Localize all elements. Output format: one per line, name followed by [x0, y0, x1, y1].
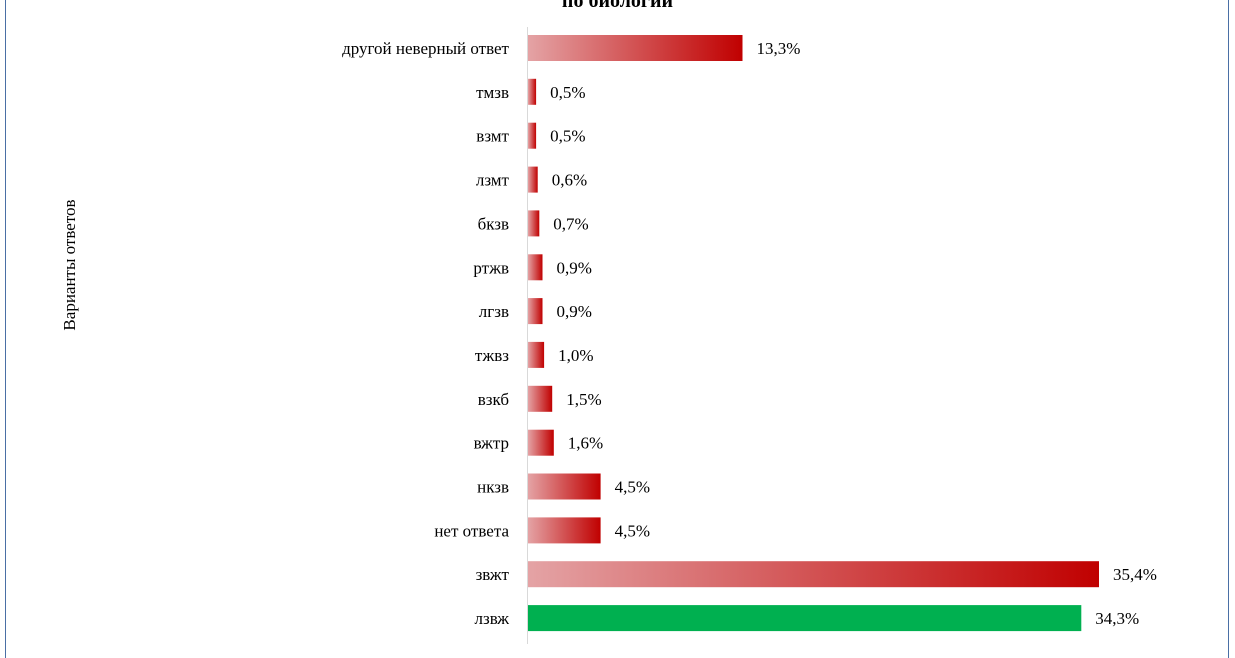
category-label: другой неверный ответ — [342, 39, 509, 58]
data-label: 34,3% — [1095, 609, 1139, 628]
data-label: 0,9% — [557, 302, 592, 321]
category-label: лзмт — [476, 171, 510, 190]
data-label: 4,5% — [615, 478, 650, 497]
bar-1 — [528, 78, 537, 105]
data-label: 13,3% — [757, 39, 801, 58]
bar-13 — [528, 605, 1082, 632]
bar-4 — [528, 210, 540, 237]
data-label: 0,6% — [552, 171, 587, 190]
chart-frame — [5, 0, 1229, 658]
bar-2 — [528, 122, 537, 149]
category-label: лзвж — [475, 609, 510, 628]
category-label: звжт — [476, 565, 510, 584]
bar-5 — [528, 254, 543, 281]
bar-chart: другой неверный ответ 13,3% тмзв 0,5% взмт 0,… — [342, 27, 1157, 644]
bar-6 — [528, 298, 543, 325]
data-label: 0,7% — [553, 214, 588, 233]
data-label: 4,5% — [615, 521, 650, 540]
bar-7 — [528, 341, 545, 368]
bar-12 — [528, 561, 1099, 588]
category-label: тмзв — [476, 83, 509, 102]
category-label: лгзв — [479, 302, 509, 321]
category-label: вжтр — [474, 434, 509, 453]
category-label: взкб — [478, 390, 509, 409]
category-label: бкзв — [478, 214, 509, 233]
data-label: 1,0% — [558, 346, 593, 365]
bar-0 — [528, 35, 743, 61]
bar-8 — [528, 385, 553, 412]
chart-title: по биологии — [561, 0, 674, 12]
data-label: 0,5% — [550, 127, 585, 146]
category-label: взмт — [476, 127, 509, 146]
category-label: нкзв — [477, 478, 509, 497]
data-label: 0,9% — [557, 258, 592, 277]
category-label: нет ответа — [434, 521, 509, 540]
data-label: 1,5% — [566, 390, 601, 409]
category-label: тжвз — [475, 346, 509, 365]
bar-9 — [528, 429, 554, 456]
bar-11 — [528, 517, 601, 544]
data-label: 35,4% — [1113, 565, 1157, 584]
bar-10 — [528, 473, 601, 500]
bar-3 — [528, 166, 538, 193]
data-label: 1,6% — [568, 434, 603, 453]
category-label: ртжв — [473, 258, 509, 277]
data-label: 0,5% — [550, 83, 585, 102]
